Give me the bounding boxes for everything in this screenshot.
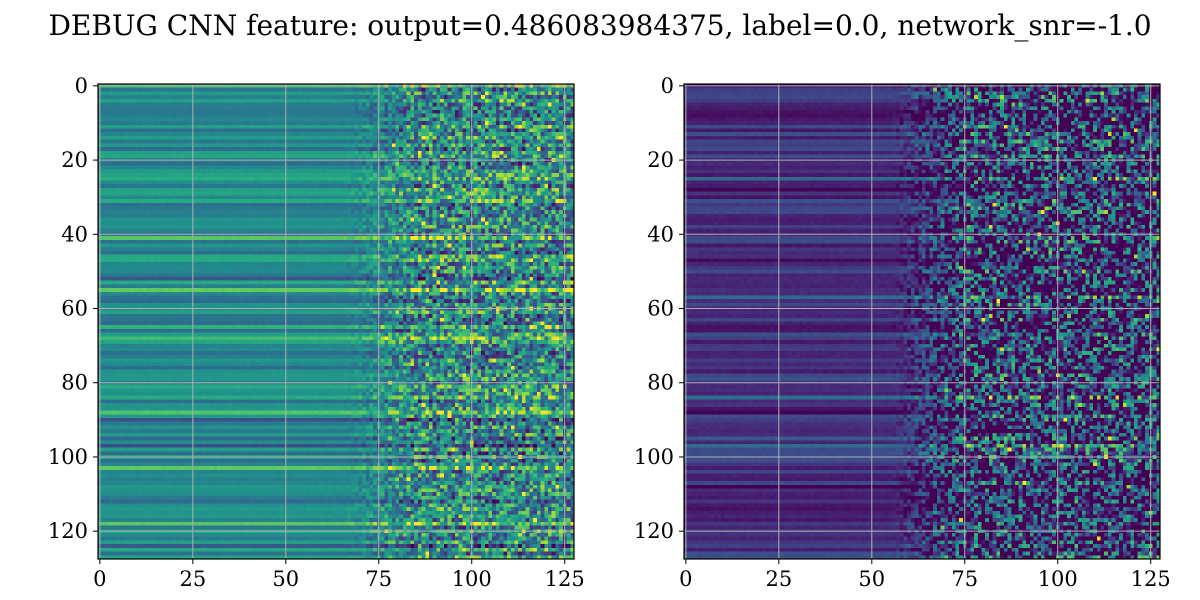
y-tick-label: 40 bbox=[61, 222, 88, 246]
x-tick-label: 100 bbox=[452, 567, 492, 591]
x-tick-label: 125 bbox=[1131, 567, 1171, 591]
heatmap-panel-1: 0 25 50 75 100 125 0 20 40 60 80 100 120 bbox=[48, 74, 585, 591]
y-tick-label: 60 bbox=[647, 297, 674, 321]
x-tick-label: 0 bbox=[93, 567, 106, 591]
x-tick-label: 25 bbox=[765, 567, 792, 591]
x-tick-label: 25 bbox=[179, 567, 206, 591]
y-tick-label: 80 bbox=[61, 371, 88, 395]
axes-frame bbox=[97, 83, 575, 560]
axes-frame bbox=[683, 83, 1161, 560]
x-tick-label: 75 bbox=[365, 567, 392, 591]
heatmap-image bbox=[684, 84, 1160, 559]
heatmap-panel-2: 0 25 50 75 100 125 0 20 40 60 80 100 120 bbox=[634, 74, 1171, 591]
y-tick-label: 100 bbox=[48, 445, 88, 469]
x-tick-label: 50 bbox=[272, 567, 299, 591]
x-tick-label: 75 bbox=[951, 567, 978, 591]
heatmap-image bbox=[98, 84, 574, 559]
x-tick-label: 0 bbox=[679, 567, 692, 591]
x-tick-label: 125 bbox=[545, 567, 585, 591]
y-tick-label: 100 bbox=[634, 445, 674, 469]
y-tick-label: 120 bbox=[634, 519, 674, 543]
y-tick-label: 20 bbox=[61, 148, 88, 172]
x-tick-label: 100 bbox=[1038, 567, 1078, 591]
y-tick-label: 40 bbox=[647, 222, 674, 246]
x-tick-label: 50 bbox=[858, 567, 885, 591]
y-tick-label: 80 bbox=[647, 371, 674, 395]
figure-title: DEBUG CNN feature: output=0.486083984375… bbox=[48, 9, 1151, 42]
y-tick-label: 60 bbox=[61, 297, 88, 321]
y-tick-label: 0 bbox=[75, 74, 88, 98]
y-tick-label: 20 bbox=[647, 148, 674, 172]
y-tick-label: 120 bbox=[48, 519, 88, 543]
y-tick-label: 0 bbox=[661, 74, 674, 98]
